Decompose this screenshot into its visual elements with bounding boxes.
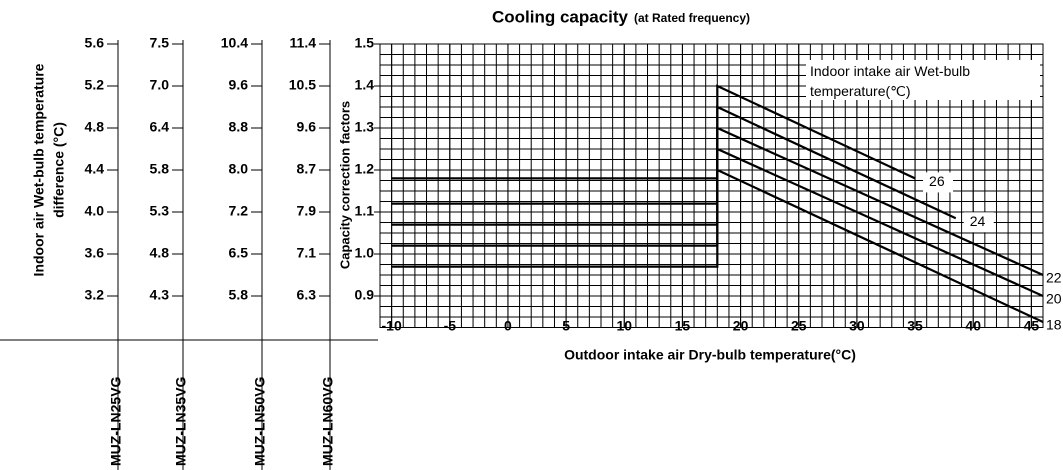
table-value: 5.3 (150, 203, 170, 219)
y-tick-label: 1.3 (355, 119, 375, 135)
y-tick-label: 1.5 (355, 35, 375, 51)
x-tick-label: 15 (675, 318, 691, 334)
table-value: 11.4 (290, 35, 317, 51)
x-tick-label: -5 (444, 318, 457, 334)
table-value: 10.5 (289, 77, 316, 93)
table-value: 8.8 (229, 119, 249, 135)
x-tick-label: 10 (616, 318, 632, 334)
table-value: 7.0 (150, 77, 170, 93)
x-axis-label: Outdoor intake air Dry-bulb temperature(… (564, 347, 856, 363)
table-value: 4.8 (85, 119, 105, 135)
legend-box (806, 60, 1040, 100)
x-tick-label: 25 (791, 318, 807, 334)
y-tick-label: 1.2 (355, 161, 375, 177)
series-label: 22 (1046, 270, 1062, 286)
table-value: 3.6 (85, 245, 105, 261)
x-tick-label: 0 (504, 318, 512, 334)
chart-title: Cooling capacity (492, 7, 629, 26)
series-label: 24 (970, 213, 986, 229)
x-tick-label: 5 (562, 318, 570, 334)
y-axis-label: Capacity correction factors (337, 101, 352, 269)
table-value: 6.4 (150, 119, 170, 135)
table-value: 5.8 (229, 287, 249, 303)
x-tick-label: 35 (907, 318, 923, 334)
y-tick-label: 1.1 (355, 203, 375, 219)
model-name: MUZ-LN50VG (252, 376, 268, 466)
table-value: 4.3 (150, 287, 170, 303)
y-tick-label: 0.9 (355, 287, 375, 303)
table-value: 5.6 (85, 35, 105, 51)
x-tick-label: 40 (965, 318, 981, 334)
x-tick-label: 20 (733, 318, 749, 334)
x-tick-label: -10 (382, 318, 402, 334)
y-tick-label: 1.4 (355, 77, 375, 93)
series-label-bg (963, 212, 994, 233)
table-value: 5.8 (150, 161, 170, 177)
table-value: 4.0 (85, 203, 105, 219)
table-value: 9.6 (229, 77, 249, 93)
legend-title: Indoor intake air Wet-bulb temperature(℃) (810, 63, 970, 99)
table-y-label: Indoor air Wet-bulb temperature (31, 63, 47, 276)
table-value: 7.5 (150, 35, 170, 51)
table-value: 7.9 (297, 203, 317, 219)
series-label: 26 (929, 173, 945, 189)
table-value: 7.2 (229, 203, 249, 219)
table-value: 8.7 (297, 161, 317, 177)
series-line (391, 84, 916, 180)
table-value: 9.6 (297, 119, 317, 135)
table-value: 10.4 (221, 35, 248, 51)
model-name: MUZ-LN35VG (173, 376, 189, 466)
table-value: 6.3 (297, 287, 317, 303)
y-tick-label: 1.0 (355, 245, 375, 261)
table-value: 8.0 (229, 161, 249, 177)
x-tick-label: 30 (849, 318, 865, 334)
table-value: 6.5 (229, 245, 249, 261)
chart-subtitle: (at Rated frequency) (634, 11, 750, 25)
model-name: MUZ-LN60VG (320, 376, 336, 466)
table-value: 3.2 (85, 287, 105, 303)
series-label: 18 (1046, 317, 1062, 333)
table-value: 4.4 (85, 161, 105, 177)
table-value: 5.2 (85, 77, 105, 93)
table-value: 4.8 (150, 245, 170, 261)
model-name: MUZ-LN25VG (108, 376, 124, 466)
series-label: 20 (1046, 291, 1062, 307)
table-value: 7.1 (297, 245, 317, 261)
x-tick-label: 45 (1024, 318, 1040, 334)
series-label-bg (923, 172, 954, 193)
table-y-label: difference (°C) (51, 122, 67, 218)
